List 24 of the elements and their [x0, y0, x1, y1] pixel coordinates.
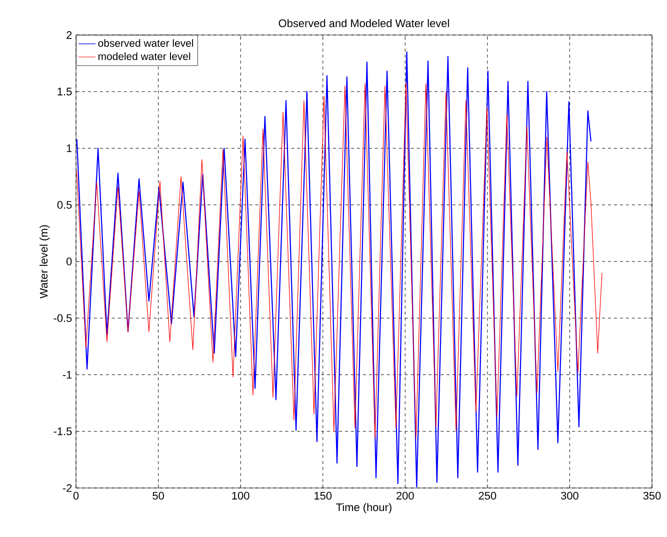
x-tick-label: 100 [232, 492, 250, 500]
x-tick-label: 150 [314, 492, 332, 500]
y-tick-label: 0.5 [57, 200, 72, 209]
x-tick-label: 0 [73, 492, 79, 500]
x-tick-label: 50 [152, 492, 164, 500]
y-tick-label: 0 [66, 258, 72, 266]
line-series [76, 51, 592, 488]
legend-label: observed water level [98, 39, 194, 47]
y-tick-label: 1.5 [58, 88, 72, 96]
line-series [76, 82, 602, 438]
x-tick-label: 300 [561, 492, 578, 500]
y-tick-label: 2 [66, 31, 72, 39]
legend-label: modeled water level [98, 52, 190, 60]
y-tick-label: -1.5 [54, 428, 72, 436]
x-axis-title: Time (hour) [336, 503, 392, 514]
y-tick-label: -2 [62, 484, 72, 492]
x-tick-label: 350 [643, 492, 661, 500]
x-tick-label: 250 [478, 492, 496, 500]
y-axis-title: Water level (m) [40, 225, 50, 298]
x-tick-label: 200 [396, 492, 414, 500]
y-tick-label: -1 [62, 370, 72, 379]
y-tick-label: 1 [66, 144, 72, 152]
y-tick-label: -0.5 [54, 314, 72, 322]
chart-title: Observed and Modeled Water level [278, 19, 449, 28]
